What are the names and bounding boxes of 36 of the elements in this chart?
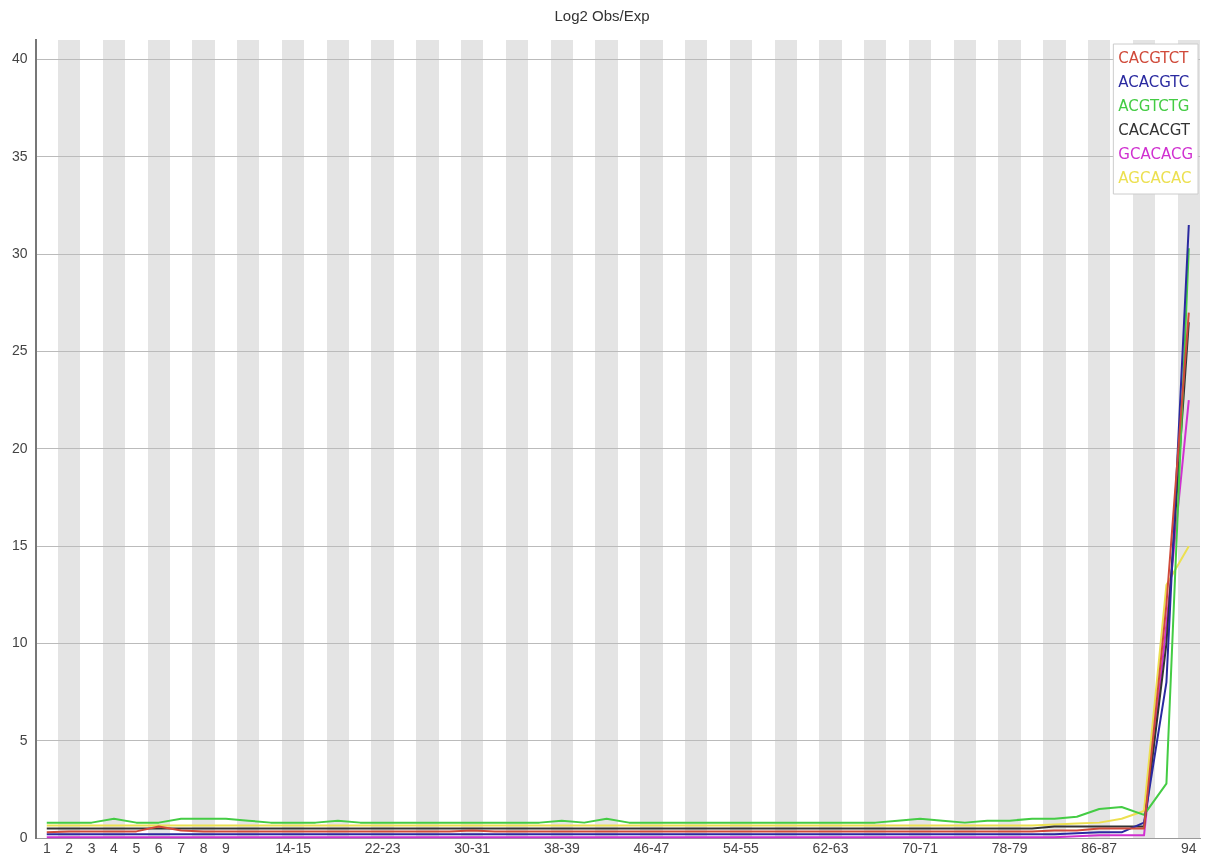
x-tick-label: 70-71 (902, 840, 939, 857)
x-tick-label: 86-87 (1081, 840, 1118, 857)
y-tick-label: 30 (11, 245, 28, 262)
text: AGCACAC (1118, 168, 1192, 187)
x-tick-label: 94 (1181, 840, 1197, 857)
text: CACGTCT (1118, 48, 1190, 67)
x-tick-label: 30-31 (454, 840, 491, 857)
x-tick-label: 6 (154, 840, 163, 857)
x-tick-label: 78-79 (991, 840, 1028, 857)
x-tick-label: 2 (65, 840, 74, 857)
x-tick-label: 62-63 (812, 840, 849, 857)
x-tick-label: 46-47 (633, 840, 670, 857)
x-tick-label: 54-55 (723, 840, 760, 857)
x-tick-label: 14-15 (275, 840, 312, 857)
text: ACACGTC (1118, 72, 1190, 91)
x-tick-label: 3 (87, 840, 96, 857)
chart-title: Log2 Obs/Exp (554, 7, 650, 25)
y-tick-label: 5 (19, 731, 28, 748)
x-tick-label: 22-23 (364, 840, 401, 857)
y-tick-label: 10 (11, 634, 28, 651)
y-tick-label: 35 (11, 147, 28, 164)
text: GCACACG (1118, 144, 1194, 163)
x-tick-label: 8 (199, 840, 208, 857)
text: CACACGT (1118, 120, 1191, 139)
x-tick-label: 4 (110, 840, 119, 857)
y-tick-label: 0 (19, 829, 28, 846)
y-tick-label: 20 (11, 439, 28, 456)
y-tick-label: 25 (11, 342, 28, 359)
y-tick-label: 15 (11, 537, 28, 554)
x-tick-label: 9 (222, 840, 231, 857)
x-tick-label: 7 (177, 840, 186, 857)
x-tick-label: 5 (132, 840, 141, 857)
x-tick-label: 1 (42, 840, 51, 857)
x-tick-label: 38-39 (543, 840, 580, 857)
y-tick-label: 40 (11, 50, 28, 67)
text: ACGTCTG (1118, 96, 1190, 115)
